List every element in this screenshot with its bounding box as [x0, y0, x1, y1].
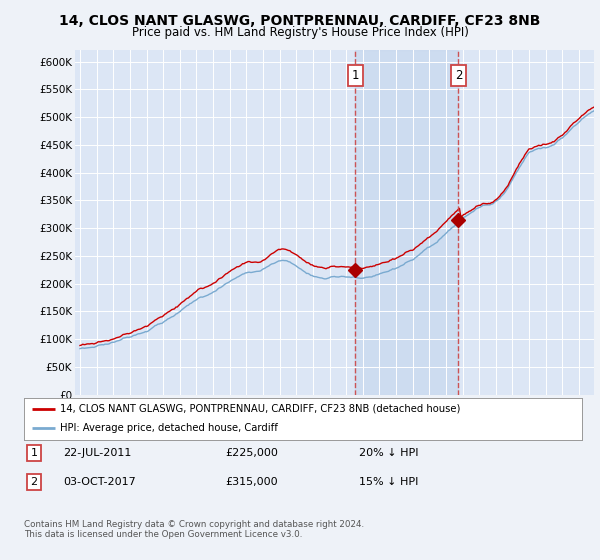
Text: 14, CLOS NANT GLASWG, PONTPRENNAU, CARDIFF, CF23 8NB: 14, CLOS NANT GLASWG, PONTPRENNAU, CARDI… — [59, 14, 541, 28]
Text: HPI: Average price, detached house, Cardiff: HPI: Average price, detached house, Card… — [60, 423, 278, 433]
Text: 1: 1 — [31, 448, 38, 458]
Text: 20% ↓ HPI: 20% ↓ HPI — [359, 448, 418, 458]
Text: Contains HM Land Registry data © Crown copyright and database right 2024.
This d: Contains HM Land Registry data © Crown c… — [24, 520, 364, 539]
Text: 03-OCT-2017: 03-OCT-2017 — [63, 477, 136, 487]
Bar — [355, 50, 458, 395]
Text: 2: 2 — [455, 69, 462, 82]
Text: 15% ↓ HPI: 15% ↓ HPI — [359, 477, 418, 487]
Text: £225,000: £225,000 — [225, 448, 278, 458]
Text: Price paid vs. HM Land Registry's House Price Index (HPI): Price paid vs. HM Land Registry's House … — [131, 26, 469, 39]
Text: 2: 2 — [31, 477, 38, 487]
Text: £315,000: £315,000 — [225, 477, 278, 487]
Text: 14, CLOS NANT GLASWG, PONTPRENNAU, CARDIFF, CF23 8NB (detached house): 14, CLOS NANT GLASWG, PONTPRENNAU, CARDI… — [60, 404, 461, 414]
Text: 22-JUL-2011: 22-JUL-2011 — [63, 448, 131, 458]
Text: 1: 1 — [352, 69, 359, 82]
